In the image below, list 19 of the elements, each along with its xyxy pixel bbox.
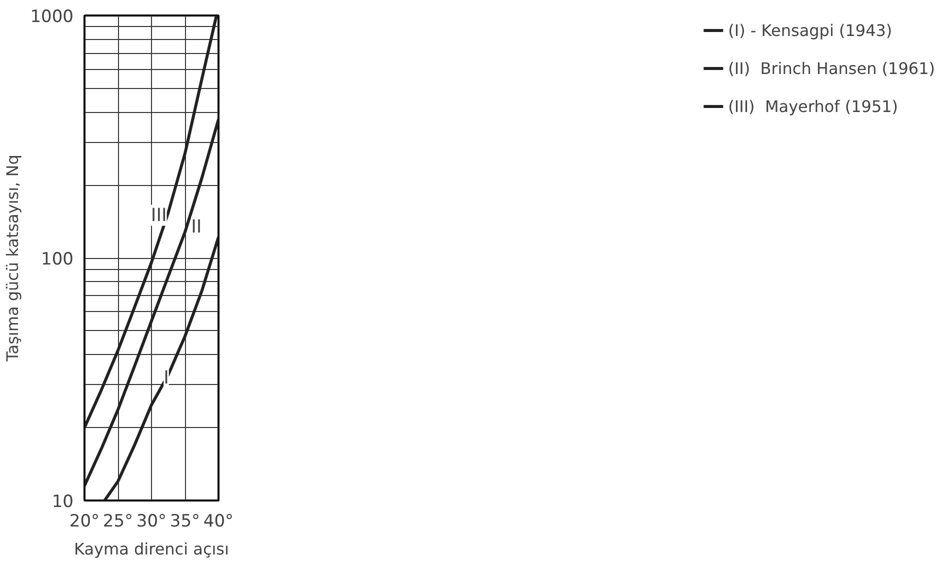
y-tick-label: 1000 bbox=[30, 7, 74, 27]
legend-label: (II) Brinch Hansen (1961) bbox=[728, 58, 935, 78]
y-tick-label: 10 bbox=[52, 492, 74, 512]
x-tick-label: 30° bbox=[136, 512, 167, 532]
legend-label: (III) Mayerhof (1951) bbox=[728, 96, 898, 116]
line-series bbox=[84, 118, 218, 488]
legend-label: (I) - Kensagpi (1943) bbox=[728, 20, 892, 40]
x-axis-title: Kayma direnci açısı bbox=[74, 540, 229, 558]
line-series bbox=[84, 16, 218, 429]
x-tick-label: 40° bbox=[203, 512, 234, 532]
y-tick-label: 100 bbox=[41, 250, 74, 270]
annotation: III bbox=[150, 204, 167, 226]
annotation: I bbox=[164, 368, 169, 388]
x-tick-label: 25° bbox=[102, 512, 134, 532]
y-axis-title: Taşıma gücü katsayısı, Nq bbox=[3, 154, 22, 362]
annotation: II bbox=[191, 216, 202, 238]
x-tick-label: 20° bbox=[69, 512, 100, 532]
line-series bbox=[103, 236, 218, 500]
x-tick-label: 35° bbox=[170, 512, 200, 532]
